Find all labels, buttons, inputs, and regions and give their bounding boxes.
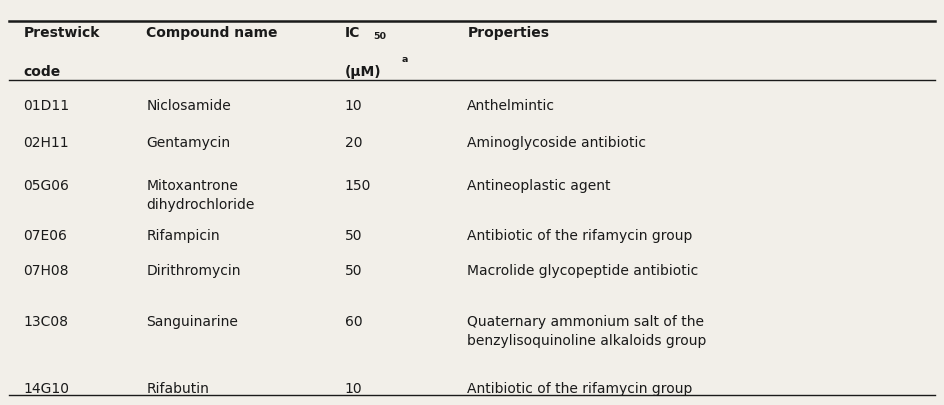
Text: 10: 10 xyxy=(345,381,362,394)
Text: Rifampicin: Rifampicin xyxy=(146,229,220,243)
Text: 50: 50 xyxy=(345,263,362,277)
Text: 01D11: 01D11 xyxy=(24,99,70,113)
Text: Antineoplastic agent: Antineoplastic agent xyxy=(467,178,611,192)
Text: Properties: Properties xyxy=(467,26,549,40)
Text: Gentamycin: Gentamycin xyxy=(146,136,230,149)
Text: 14G10: 14G10 xyxy=(24,381,70,394)
Text: a: a xyxy=(401,55,408,64)
Text: (μM): (μM) xyxy=(345,65,381,79)
Text: 05G06: 05G06 xyxy=(24,178,70,192)
Text: 07E06: 07E06 xyxy=(24,229,67,243)
Text: 50: 50 xyxy=(345,229,362,243)
Text: 20: 20 xyxy=(345,136,362,149)
Text: 150: 150 xyxy=(345,178,371,192)
Text: Mitoxantrone
dihydrochloride: Mitoxantrone dihydrochloride xyxy=(146,178,255,212)
Text: Prestwick: Prestwick xyxy=(24,26,100,40)
Text: Compound name: Compound name xyxy=(146,26,278,40)
Text: Rifabutin: Rifabutin xyxy=(146,381,210,394)
Text: Dirithromycin: Dirithromycin xyxy=(146,263,241,277)
Text: Antibiotic of the rifamycin group: Antibiotic of the rifamycin group xyxy=(467,229,693,243)
Text: Sanguinarine: Sanguinarine xyxy=(146,314,238,328)
Text: Niclosamide: Niclosamide xyxy=(146,99,231,113)
Text: Aminoglycoside antibiotic: Aminoglycoside antibiotic xyxy=(467,136,647,149)
Text: 60: 60 xyxy=(345,314,362,328)
Text: Quaternary ammonium salt of the
benzylisoquinoline alkaloids group: Quaternary ammonium salt of the benzylis… xyxy=(467,314,707,347)
Text: IC: IC xyxy=(345,26,360,40)
Text: 10: 10 xyxy=(345,99,362,113)
Text: 07H08: 07H08 xyxy=(24,263,69,277)
Text: Antibiotic of the rifamycin group: Antibiotic of the rifamycin group xyxy=(467,381,693,394)
Text: 50: 50 xyxy=(373,32,386,41)
Text: Anthelmintic: Anthelmintic xyxy=(467,99,555,113)
Text: code: code xyxy=(24,65,60,79)
Text: Macrolide glycopeptide antibiotic: Macrolide glycopeptide antibiotic xyxy=(467,263,699,277)
Text: 13C08: 13C08 xyxy=(24,314,69,328)
Text: 02H11: 02H11 xyxy=(24,136,69,149)
